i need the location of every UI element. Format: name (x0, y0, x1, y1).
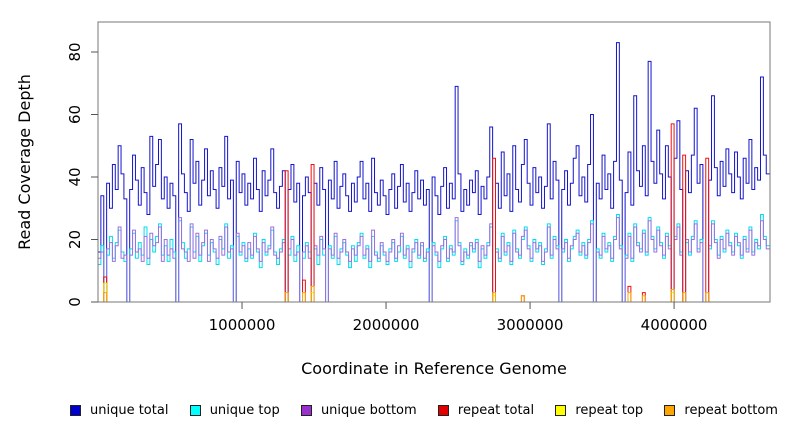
series-line-unique-top (98, 214, 770, 303)
x-tick-label: 4000000 (641, 316, 708, 334)
x-tick-label: 1000000 (209, 316, 276, 334)
legend-item-repeat-top: repeat top (555, 403, 643, 418)
y-tick-label: 20 (66, 230, 84, 249)
series-line-unique-total (98, 42, 770, 303)
x-tick-label: 2000000 (353, 316, 420, 334)
legend-label: unique top (209, 402, 280, 418)
y-axis-title: Read Coverage Depth (15, 74, 34, 250)
x-axis-title: Coordinate in Reference Genome (301, 359, 567, 378)
legend-label: repeat bottom (684, 402, 778, 418)
y-tick-label: 80 (66, 42, 84, 61)
legend-label: unique bottom (320, 402, 417, 418)
legend-item-unique-bottom: unique bottom (300, 402, 417, 418)
axes-layer: 1000000 2000000 3000000 4000000 0 20 40 60 80 (66, 21, 771, 334)
legend-item-repeat-total: repeat total (437, 402, 535, 418)
y-tick-label: 60 (66, 105, 84, 124)
legend-swatch-unique-top (189, 404, 201, 416)
legend-item-unique-top: unique top (189, 402, 280, 418)
legend-label: unique total (90, 402, 169, 418)
legend-label: repeat total (457, 402, 535, 418)
x-tick-label: 3000000 (497, 316, 564, 334)
legend-swatch-repeat-total (437, 404, 449, 416)
plot-box (97, 21, 771, 303)
legend-swatch-unique-bottom (300, 404, 312, 416)
series-line-repeat-top (98, 282, 770, 303)
series-line-repeat-total (98, 123, 770, 303)
legend-label: repeat top (575, 402, 644, 418)
legend-item-unique-total: unique total (70, 403, 168, 418)
chart-legend: unique total unique top unique bottom repea… (0, 392, 792, 428)
series-layer (98, 42, 770, 303)
series-line-repeat-bottom (98, 285, 770, 303)
y-tick-label: 0 (66, 297, 84, 307)
legend-swatch-repeat-bottom (664, 404, 676, 416)
legend-swatch-repeat-top (555, 404, 567, 416)
y-tick-label: 40 (66, 167, 84, 186)
series-line-unique-bottom (98, 217, 770, 303)
coverage-plot: 1000000 2000000 3000000 4000000 0 20 40 60 80 Co… (15, 21, 771, 378)
legend-swatch-unique-total (70, 404, 81, 416)
legend-item-repeat-bottom: repeat bottom (664, 403, 778, 418)
